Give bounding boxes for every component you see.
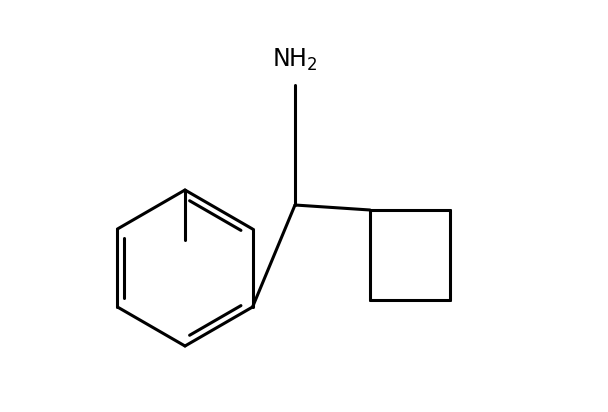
Text: NH$_2$: NH$_2$ — [272, 47, 318, 73]
